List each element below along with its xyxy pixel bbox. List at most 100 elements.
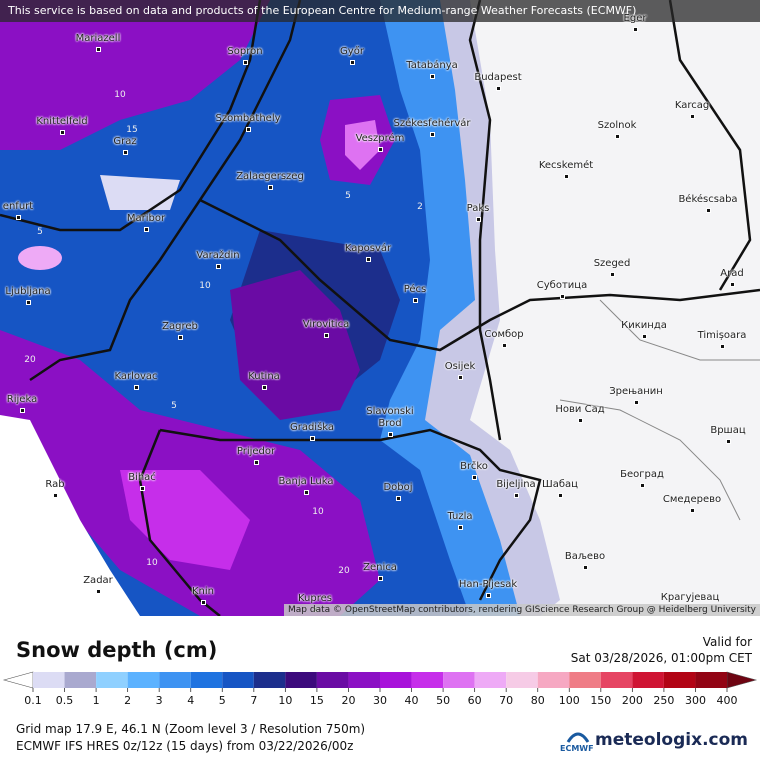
city-label: Ваљево: [564, 551, 606, 562]
tick-label: 3: [156, 694, 163, 707]
color-segment: [411, 672, 444, 688]
city-label: Graz: [113, 136, 137, 147]
valid: Valid for Sat 03/28/2026, 01:00pm CET: [571, 634, 752, 666]
city-dot: [583, 565, 588, 570]
city-label: Paks: [466, 203, 490, 214]
city-label: Gradiška: [289, 422, 335, 433]
city-label: Szeged: [593, 258, 631, 269]
city-label: Zalaegerszeg: [236, 171, 304, 182]
color-segment: [443, 672, 475, 688]
color-segment: [316, 672, 349, 688]
city-label: Ljubljana: [5, 286, 51, 297]
color-segment: [663, 672, 696, 688]
color-segment: [285, 672, 317, 688]
city-label: Zadar: [83, 575, 113, 586]
city-dot: [134, 385, 139, 390]
city-dot: [20, 408, 25, 413]
color-segment: [600, 672, 633, 688]
city-label: Rijeka: [6, 394, 38, 405]
city-label: Békéscsaba: [678, 194, 738, 205]
color-segment: [695, 672, 727, 688]
tick-label: 0.1: [24, 694, 42, 707]
contour-label: 20: [338, 566, 350, 576]
color-segment: [632, 672, 664, 688]
city-label: Brčko: [460, 461, 488, 472]
city-label: Pécs: [403, 284, 427, 295]
color-segment: [474, 672, 507, 688]
city-dot: [388, 432, 393, 437]
city-dot: [324, 333, 329, 338]
city-dot: [430, 132, 435, 137]
color-segment: [506, 672, 538, 688]
city-label: Bihać: [128, 472, 156, 483]
city-label: Szombathely: [215, 113, 281, 124]
city-dot: [690, 508, 695, 513]
tick-label: 5: [219, 694, 226, 707]
city-dot: [366, 257, 371, 262]
city-label: Rab: [45, 479, 65, 490]
city-dot: [53, 493, 58, 498]
ecmwf-logo: ECMWF: [560, 744, 594, 753]
tick-label: 10: [278, 694, 292, 707]
tick-label: 7: [250, 694, 257, 707]
tick-label: 150: [590, 694, 611, 707]
contour-label: 15: [126, 125, 138, 135]
city-dot: [16, 215, 21, 220]
legend-title: Snow depth (cm): [16, 638, 218, 662]
footer-line: ECMWF IFS HRES 0z/12z (15 days) from 03/…: [16, 739, 354, 753]
city-dot: [378, 147, 383, 152]
tick-label: 50: [436, 694, 450, 707]
city-dot: [615, 134, 620, 139]
contour-label: 5: [345, 191, 351, 201]
city-label: Kecskemét: [538, 160, 594, 171]
city-label: Суботица: [536, 280, 588, 291]
ecmwf-icon: [566, 732, 590, 743]
color-segment: [380, 672, 412, 688]
city-dot: [690, 114, 695, 119]
color-segment: [64, 672, 97, 688]
tick-label: 400: [717, 694, 738, 707]
city-label: Osijek: [444, 361, 476, 372]
city-dot: [476, 217, 481, 222]
city-label: Kutina: [248, 371, 280, 382]
tick-label: 100: [559, 694, 580, 707]
color-segment: [222, 672, 254, 688]
city-label: enfurt: [2, 201, 34, 212]
city-dot: [486, 593, 491, 598]
city-dot: [458, 525, 463, 530]
city-label: Arad: [720, 268, 744, 279]
color-segment: [190, 672, 223, 688]
city-label: Kupres: [298, 593, 332, 604]
contour-label: 2: [417, 202, 423, 212]
map-shapes: [0, 0, 760, 616]
city-label: Bijeljina: [496, 479, 536, 490]
city-dot: [564, 174, 569, 179]
city-dot: [720, 344, 725, 349]
valid-time: Sat 03/28/2026, 01:00pm CET: [570, 651, 752, 665]
city-label: Timișoara: [697, 330, 747, 341]
city-dot: [472, 475, 477, 480]
city-label: Székesfehérvár: [393, 118, 471, 129]
city-dot: [378, 576, 383, 581]
city-label: Budapest: [474, 72, 522, 83]
tick-label: 250: [653, 694, 674, 707]
map[interactable]: This service is based on data and produc…: [0, 0, 760, 616]
city-dot: [201, 600, 206, 605]
city-dot: [350, 60, 355, 65]
tick-label: 15: [310, 694, 324, 707]
tick-label: 30: [373, 694, 387, 707]
banner: This service is based on data and produc…: [0, 0, 760, 22]
city-label: Maribor: [126, 213, 166, 224]
city-dot: [514, 493, 519, 498]
city-dot: [26, 300, 31, 305]
city-dot: [726, 439, 731, 444]
city-dot: [254, 460, 259, 465]
city-dot: [96, 589, 101, 594]
brand[interactable]: meteologix.com: [595, 730, 748, 750]
city-dot: [123, 150, 128, 155]
city-dot: [706, 208, 711, 213]
color-segment: [348, 672, 380, 688]
city-dot: [502, 343, 507, 348]
city-label: Sopron: [227, 46, 263, 57]
city-label: Eger: [623, 13, 647, 24]
